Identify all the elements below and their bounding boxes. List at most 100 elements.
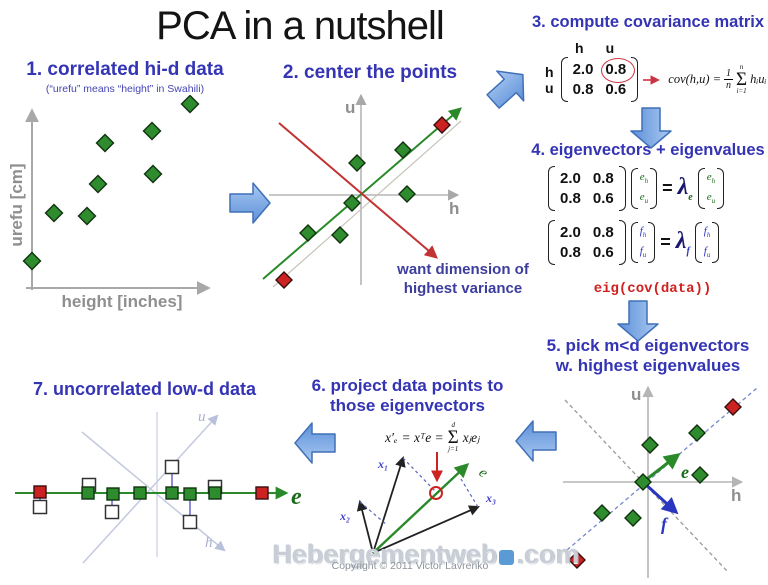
open-square xyxy=(164,459,180,475)
data-vector-x2 xyxy=(356,499,374,554)
col-header-u: u xyxy=(605,40,615,56)
eigen-equation-f: 2.0 0.8 0.8 0.6 fh fu = λf f xyxy=(548,220,763,265)
green-point xyxy=(624,509,642,527)
green-point xyxy=(88,174,108,194)
flow-arrow-6-to-7 xyxy=(293,419,337,467)
centered-points xyxy=(275,116,451,289)
vector-entry: fh xyxy=(639,224,647,239)
green-square-point xyxy=(81,486,95,500)
red-point xyxy=(724,398,742,416)
panel7-lowd-plot: u h e xyxy=(15,409,302,564)
old-u-label: u xyxy=(198,409,206,425)
bracket-left xyxy=(548,220,555,265)
cov-value: 2.0 xyxy=(572,61,594,78)
red-point xyxy=(275,271,293,289)
eig-code: eig(cov(data)) xyxy=(593,281,712,297)
vector-entry: fu xyxy=(703,245,711,260)
summation-symbol: d Σ j=1 xyxy=(447,421,459,454)
lambda-f: λf xyxy=(675,227,690,257)
bracket-right xyxy=(717,167,725,210)
bracket-left xyxy=(694,221,702,264)
cov-column-headers: h u xyxy=(575,40,767,56)
summation-symbol: n Σ i=1 xyxy=(736,62,748,96)
cov-formula: cov(h,u) = 1 n n Σ i=1 hᵢuᵢ xyxy=(668,62,767,96)
panel5-eigenvector-plot: u h e f xyxy=(563,385,758,578)
vector-entry: fu xyxy=(639,245,647,260)
old-u-axis xyxy=(82,414,219,564)
green-square-point xyxy=(133,486,147,500)
formula-mid: = xᵀe = xyxy=(401,429,444,445)
vector-entry: eh xyxy=(706,170,716,185)
panel2-heading: 2. center the points xyxy=(282,62,458,83)
row-label-h: h xyxy=(545,63,554,80)
cov-row: h u 2.0 0.8 0.8 0.6 cov(h,u) xyxy=(545,57,767,102)
e-vector-label: e xyxy=(681,462,689,482)
covariance-matrix-block: h u h u 2.0 0.8 0.8 0.6 xyxy=(545,40,767,102)
eigenvector-f-dashed-line xyxy=(564,399,729,573)
green-square-point xyxy=(165,486,179,500)
bracket-left xyxy=(697,167,705,210)
projection-dashed-line xyxy=(460,478,479,508)
panel6-heading-line2: those eigenvectors xyxy=(330,396,485,415)
equals-sign: = xyxy=(660,232,671,252)
matrix-value: 0.8 xyxy=(560,190,581,207)
red-point xyxy=(433,116,451,134)
watermark: Hebergementweb .com xyxy=(272,539,579,570)
bracket-left xyxy=(548,166,555,211)
panel6-heading-line1: 6. project data points to xyxy=(311,376,504,395)
cov-value: 0.6 xyxy=(605,81,627,98)
panel1-subcaption: (“urefu” means “height” in Swahili) xyxy=(45,83,205,95)
eigenvector-f: fh fu xyxy=(694,221,720,264)
eigenvector-e: eh eu xyxy=(630,167,658,210)
red-arrow xyxy=(643,74,661,85)
e-axis-label: e xyxy=(291,484,302,510)
h-axis-label: h xyxy=(731,486,741,505)
eigenvector-f: fh fu xyxy=(630,221,656,264)
variance-direction-arrow xyxy=(278,122,438,259)
data-vector-x3 xyxy=(372,505,480,554)
variance-note-line1: want dimension of xyxy=(397,261,529,278)
bracket-right xyxy=(648,221,656,264)
bracket-right xyxy=(618,166,626,211)
green-point xyxy=(634,473,652,491)
matrix-value: 0.8 xyxy=(592,170,614,187)
y-axis-label: urefu [cm] xyxy=(10,163,26,246)
bracket-right xyxy=(712,221,720,264)
green-point xyxy=(22,251,42,271)
flow-arrow-1-to-2 xyxy=(229,182,271,224)
row-label-u: u xyxy=(545,79,554,96)
block-arrow-shape xyxy=(486,70,525,109)
green-point xyxy=(394,141,412,159)
vector-entry: eh xyxy=(639,170,649,185)
x2-label: x₂ xyxy=(339,509,350,523)
flow-arrow-5-to-6 xyxy=(514,417,558,465)
block-arrow-shape xyxy=(515,420,557,462)
panel1-heading: 1. correlated hi-d data xyxy=(26,59,224,80)
block-arrow-shape xyxy=(294,422,336,464)
matrix-value: 0.8 xyxy=(592,224,614,241)
cov-rhs: hᵢuᵢ xyxy=(750,72,767,86)
bracket-left xyxy=(630,167,638,210)
open-square xyxy=(182,514,198,530)
eigenvector-e: eh eu xyxy=(697,167,725,210)
green-point xyxy=(688,424,706,442)
green-point xyxy=(348,154,366,172)
green-square-point xyxy=(183,487,197,501)
eigenvector-e-arrow xyxy=(372,463,470,554)
green-square-point xyxy=(208,486,222,500)
data-vector-x1 xyxy=(372,455,406,554)
panel5-heading-line2: w. highest eigenvalues xyxy=(555,356,741,375)
block-arrow-shape xyxy=(229,182,271,224)
matrix: 2.0 0.8 0.8 0.6 xyxy=(548,220,626,265)
green-point xyxy=(331,226,349,244)
col-header-h: h xyxy=(575,40,584,56)
eigenvector-f-arrow xyxy=(641,480,679,515)
copyright-text: Copyright © 2011 Victor Lavrenko xyxy=(331,560,489,572)
x3-label: x₃ xyxy=(485,491,496,505)
projection-dashed-line xyxy=(402,457,436,492)
variance-note-line2: highest variance xyxy=(403,279,523,297)
matrix-value: 0.6 xyxy=(592,190,614,207)
projected-point-circle xyxy=(429,486,443,500)
green-point xyxy=(95,133,115,153)
e-vector-label: e xyxy=(475,465,491,482)
